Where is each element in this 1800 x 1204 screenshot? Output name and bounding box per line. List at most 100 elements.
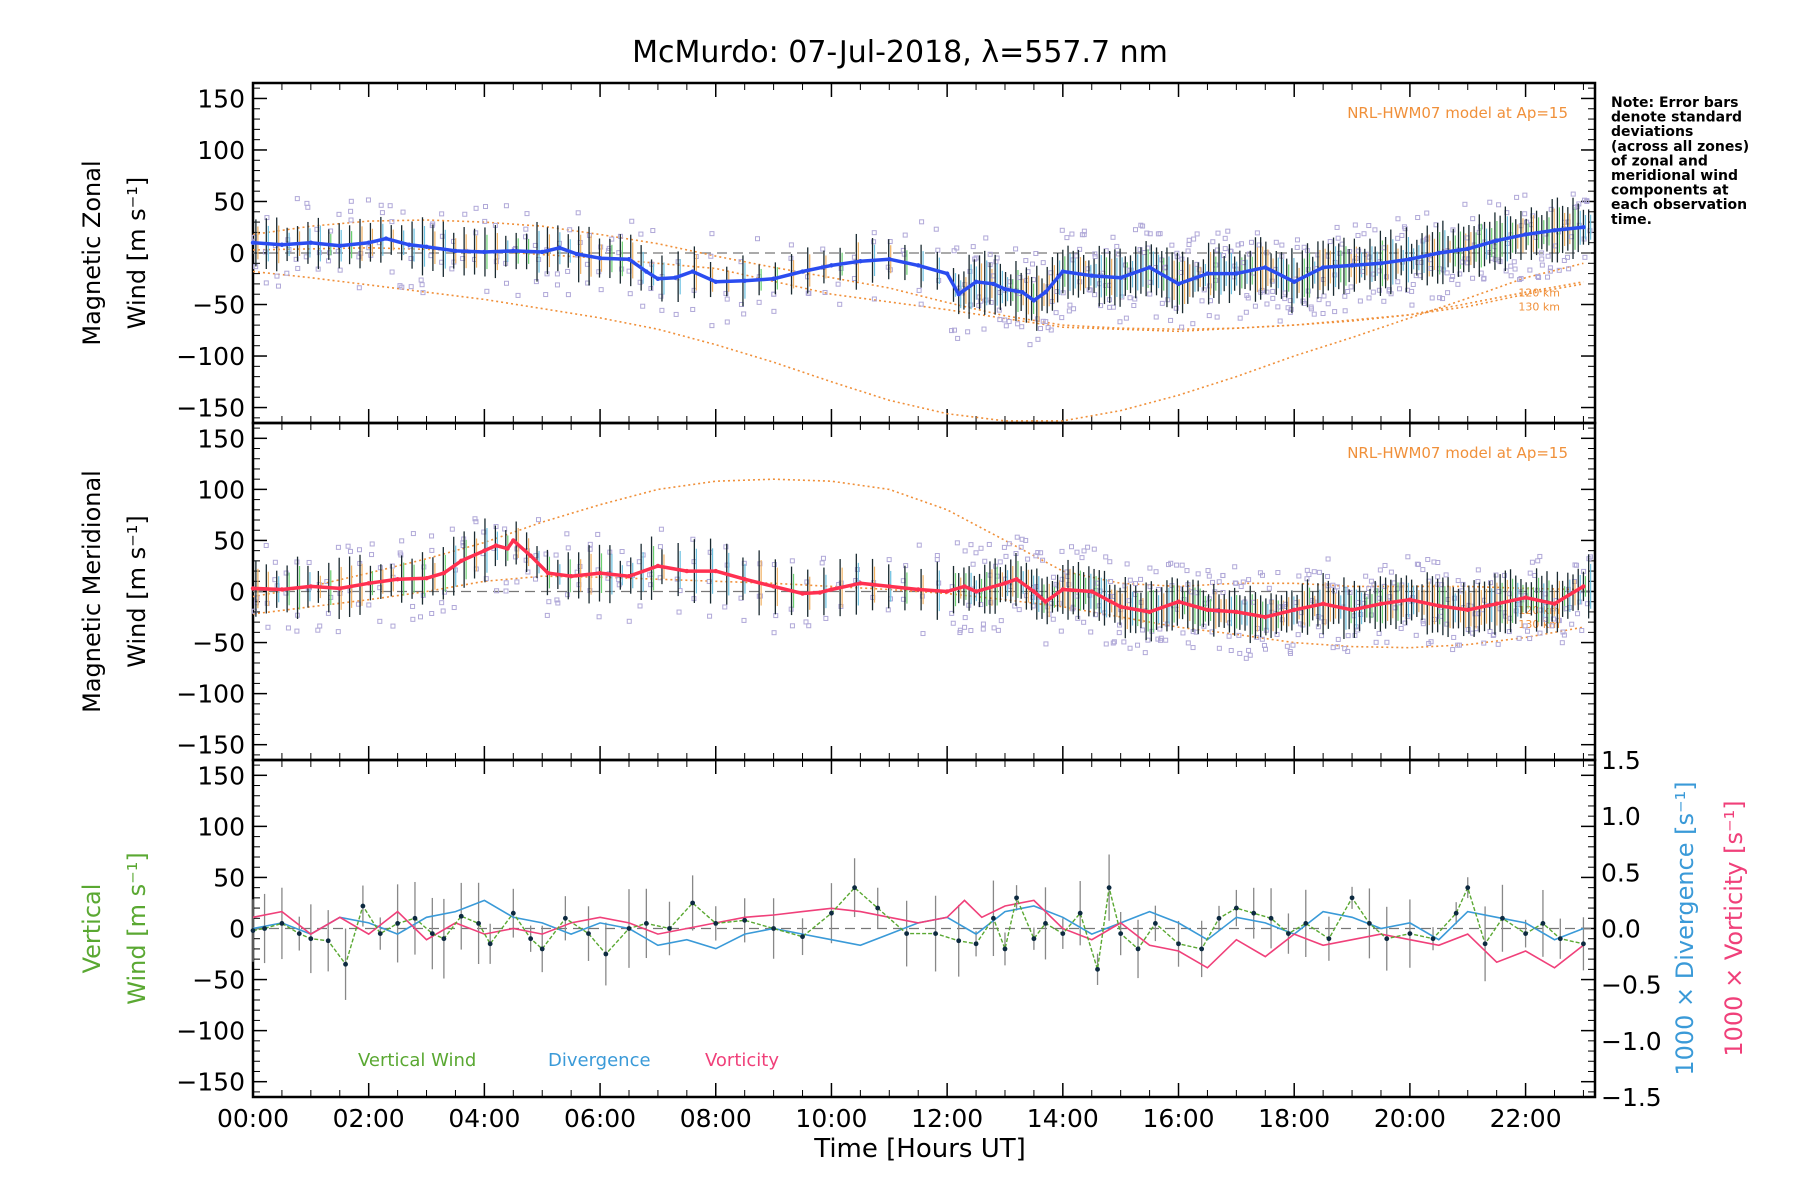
scatter-point — [1345, 633, 1351, 639]
scatter-point — [389, 269, 395, 275]
y-tick-label: 50 — [213, 863, 245, 892]
vertical-wind-point — [1002, 946, 1008, 952]
scatter-point — [1133, 581, 1139, 587]
scatter-point — [335, 544, 341, 550]
scatter-point — [1536, 274, 1542, 280]
scatter-point — [493, 524, 499, 530]
vertical-wind-point — [476, 920, 481, 926]
scatter-point — [1539, 262, 1545, 268]
mean-wind-point — [1436, 250, 1442, 256]
scatter-point — [648, 582, 654, 588]
scatter-point — [1366, 254, 1372, 260]
mean-wind-point — [1060, 587, 1066, 592]
scatter-point — [1135, 642, 1141, 648]
scatter-point — [1352, 222, 1358, 228]
scatter-point — [598, 244, 604, 250]
scatter-point — [629, 218, 635, 224]
scatter-point — [535, 517, 541, 523]
scatter-point — [1071, 306, 1077, 312]
vertical-wind-point — [1060, 931, 1066, 937]
scatter-point — [919, 219, 925, 225]
mean-wind-point — [1020, 289, 1025, 295]
scatter-point — [1254, 230, 1260, 236]
scatter-point — [421, 564, 427, 570]
scatter-point — [998, 618, 1004, 624]
mean-wind-point — [482, 548, 487, 553]
mean-wind-point — [1118, 275, 1123, 280]
scatter-point — [1053, 310, 1059, 316]
scatter-point — [1481, 640, 1487, 646]
mean-wind-point — [1089, 273, 1094, 278]
mean-wind-point — [505, 546, 510, 551]
scatter-point — [980, 626, 986, 632]
scatter-point — [1514, 194, 1520, 200]
scatter-point — [1103, 554, 1109, 560]
scatter-point — [1238, 584, 1244, 590]
scatter-point — [1472, 611, 1478, 617]
right-y-tick-label: 0.5 — [1601, 858, 1641, 887]
legend-item: Divergence — [548, 1050, 651, 1071]
mean-wind-point — [1320, 265, 1326, 270]
scatter-point — [554, 282, 560, 288]
scatter-point — [1361, 600, 1367, 606]
scatter-point — [806, 623, 812, 629]
mean-wind-point — [916, 587, 921, 592]
model-label: NRL-HWM07 model at Ap=15 — [1347, 444, 1568, 462]
mean-wind-point — [597, 570, 603, 576]
scatter-point — [1279, 617, 1285, 623]
scatter-point — [274, 273, 280, 279]
scatter-point — [982, 558, 988, 564]
mean-wind-point — [829, 587, 834, 592]
scatter-point — [1361, 231, 1367, 237]
scatter-point — [637, 279, 643, 285]
vertical-wind-point — [562, 915, 568, 921]
scatter-point — [1409, 288, 1415, 294]
scatter-point — [567, 227, 573, 233]
mean-wind-point — [916, 263, 921, 268]
vertical-wind-point — [1326, 936, 1332, 942]
scatter-point — [1050, 616, 1056, 622]
scatter-point — [1342, 646, 1348, 652]
scatter-point — [577, 563, 583, 569]
scatter-point — [1180, 630, 1186, 636]
scatter-point — [1395, 216, 1401, 222]
scatter-point — [1269, 278, 1275, 284]
scatter-point — [493, 259, 499, 265]
mean-wind-point — [1176, 281, 1181, 287]
scatter-point — [1236, 632, 1242, 638]
scatter-point — [1126, 267, 1132, 273]
vertical-wind-point — [1523, 931, 1528, 937]
scatter-point — [596, 269, 602, 275]
scatter-point — [1395, 279, 1401, 285]
scatter-point — [1247, 652, 1253, 658]
mean-wind-point — [858, 259, 863, 264]
scatter-point — [1058, 628, 1064, 634]
scatter-point — [757, 561, 763, 567]
scatter-point — [1334, 584, 1340, 590]
mean-wind-point — [424, 244, 429, 250]
scatter-point — [955, 335, 961, 341]
scatter-point — [650, 228, 656, 234]
y-tick-label: 0 — [229, 239, 245, 268]
scatter-point — [429, 547, 435, 553]
scatter-point — [451, 605, 457, 611]
scatter-point — [1306, 572, 1312, 578]
mean-wind-point — [771, 584, 776, 589]
mean-wind-point — [1002, 286, 1008, 292]
panel-zonal: 150 100 50 0 −50 −100 −150 Magnetic Zonal Wind [… — [78, 81, 1597, 425]
scatter-point — [1048, 327, 1054, 333]
scatter-point — [1516, 635, 1522, 641]
scatter-point — [294, 628, 300, 634]
scatter-point — [1205, 568, 1211, 574]
x-tick-label: 06:00 — [564, 1104, 636, 1133]
scatter-point — [1138, 576, 1144, 582]
scatter-point — [337, 267, 343, 273]
right-y-tick-label: 1.5 — [1601, 746, 1641, 775]
scatter-point — [1545, 253, 1551, 259]
scatter-point — [1450, 273, 1456, 279]
scatter-point — [1216, 645, 1222, 651]
vertical-wind-point — [973, 941, 979, 947]
scatter-point — [1316, 569, 1322, 575]
scatter-point — [1575, 611, 1581, 617]
scatter-point — [356, 547, 362, 553]
